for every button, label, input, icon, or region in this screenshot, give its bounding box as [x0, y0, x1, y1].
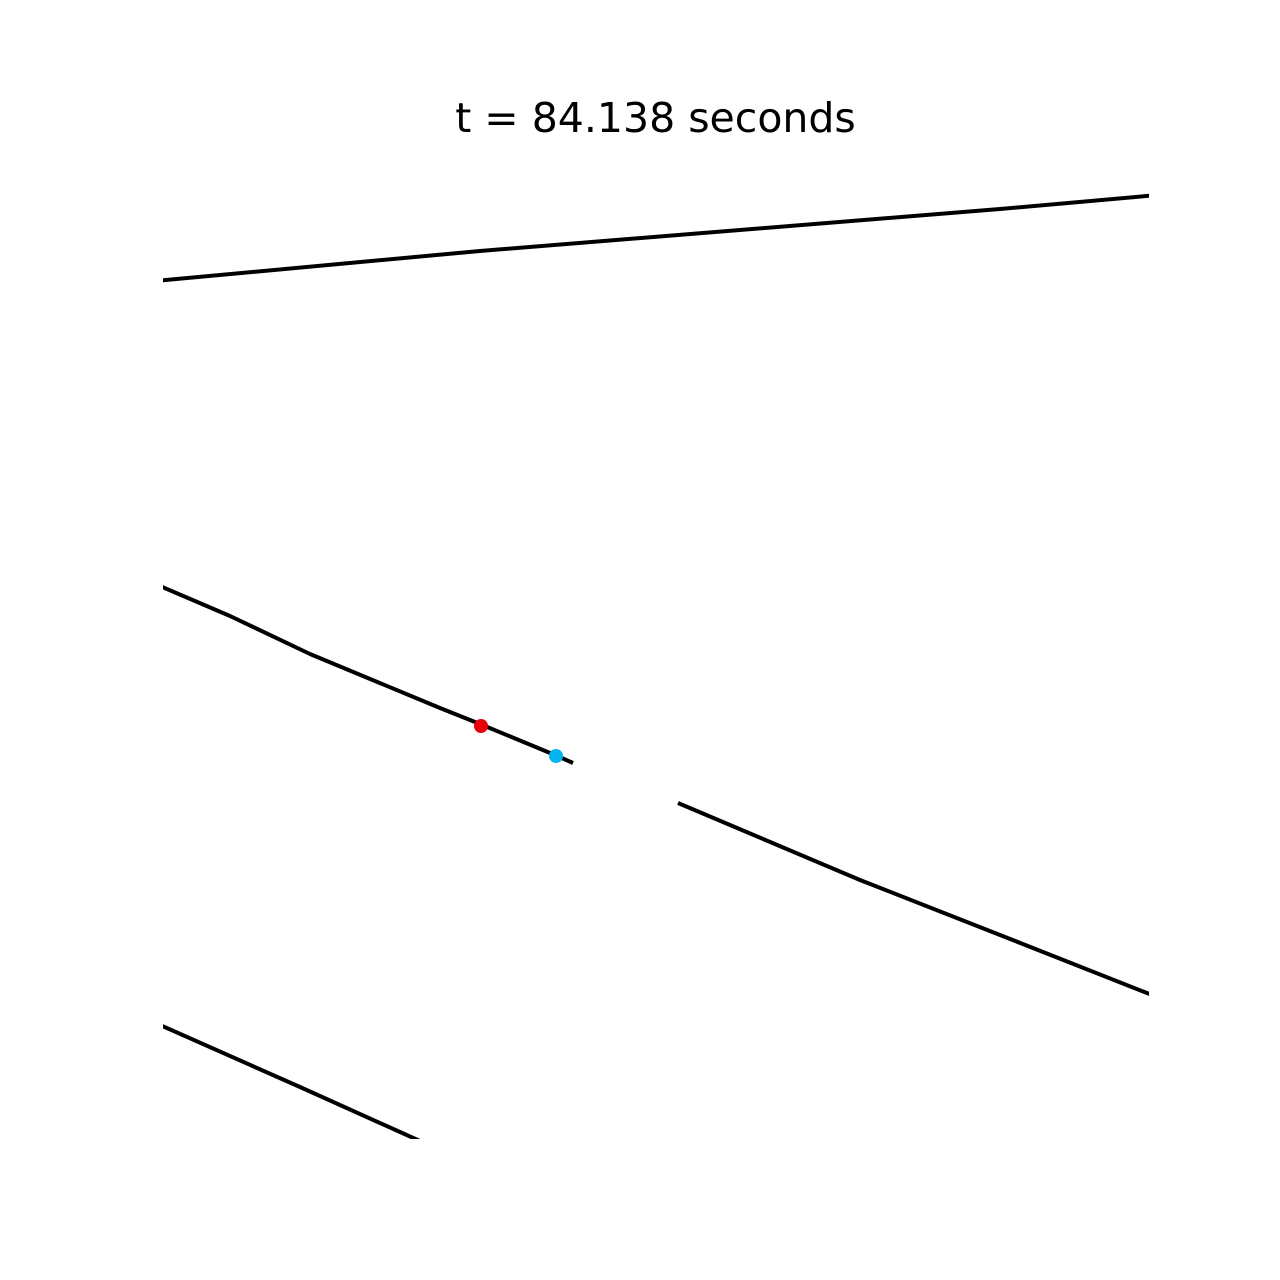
blue-marker-dot	[549, 749, 563, 763]
time-title: t = 84.138 seconds	[455, 94, 856, 142]
track-line-middle-right	[677, 801, 1149, 996]
track-line-top	[163, 193, 1149, 283]
track-line-middle-left	[163, 585, 574, 765]
track-line-bottom	[163, 1024, 421, 1139]
red-marker-dot	[474, 719, 488, 733]
